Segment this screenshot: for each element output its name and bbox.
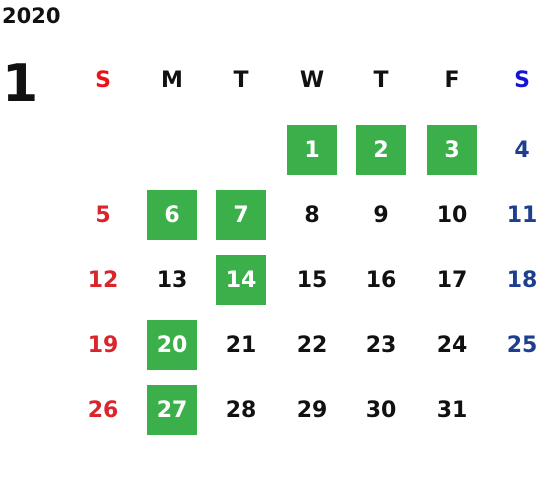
day: 18 <box>506 267 538 293</box>
day: 17 <box>436 267 468 293</box>
day: 15 <box>296 267 328 293</box>
day: 29 <box>296 397 328 423</box>
weekday: M <box>161 67 183 93</box>
day: 9 <box>373 202 389 228</box>
day: 14 <box>216 255 266 305</box>
weekday: T <box>373 67 389 93</box>
day: 23 <box>365 332 397 358</box>
day: 21 <box>225 332 257 358</box>
weekday: S <box>95 67 111 93</box>
weekday: T <box>233 67 249 93</box>
day: 30 <box>365 397 397 423</box>
day: 26 <box>87 397 119 423</box>
day: 5 <box>95 202 111 228</box>
month: 1 <box>2 54 39 114</box>
day: 31 <box>436 397 468 423</box>
day: 24 <box>436 332 468 358</box>
day: 8 <box>304 202 320 228</box>
day: 19 <box>87 332 119 358</box>
weekday: W <box>299 67 325 93</box>
day: 6 <box>147 190 197 240</box>
day: 11 <box>506 202 538 228</box>
day: 20 <box>147 320 197 370</box>
day: 22 <box>296 332 328 358</box>
day: 3 <box>427 125 477 175</box>
day: 28 <box>225 397 257 423</box>
day: 4 <box>514 137 530 163</box>
day: 16 <box>365 267 397 293</box>
day: 7 <box>216 190 266 240</box>
day: 2 <box>356 125 406 175</box>
day: 13 <box>156 267 188 293</box>
weekday: S <box>514 67 530 93</box>
day: 25 <box>506 332 538 358</box>
day: 10 <box>436 202 468 228</box>
day: 12 <box>87 267 119 293</box>
year: 2020 <box>2 4 61 28</box>
weekday: F <box>444 67 460 93</box>
day: 27 <box>147 385 197 435</box>
day: 1 <box>287 125 337 175</box>
